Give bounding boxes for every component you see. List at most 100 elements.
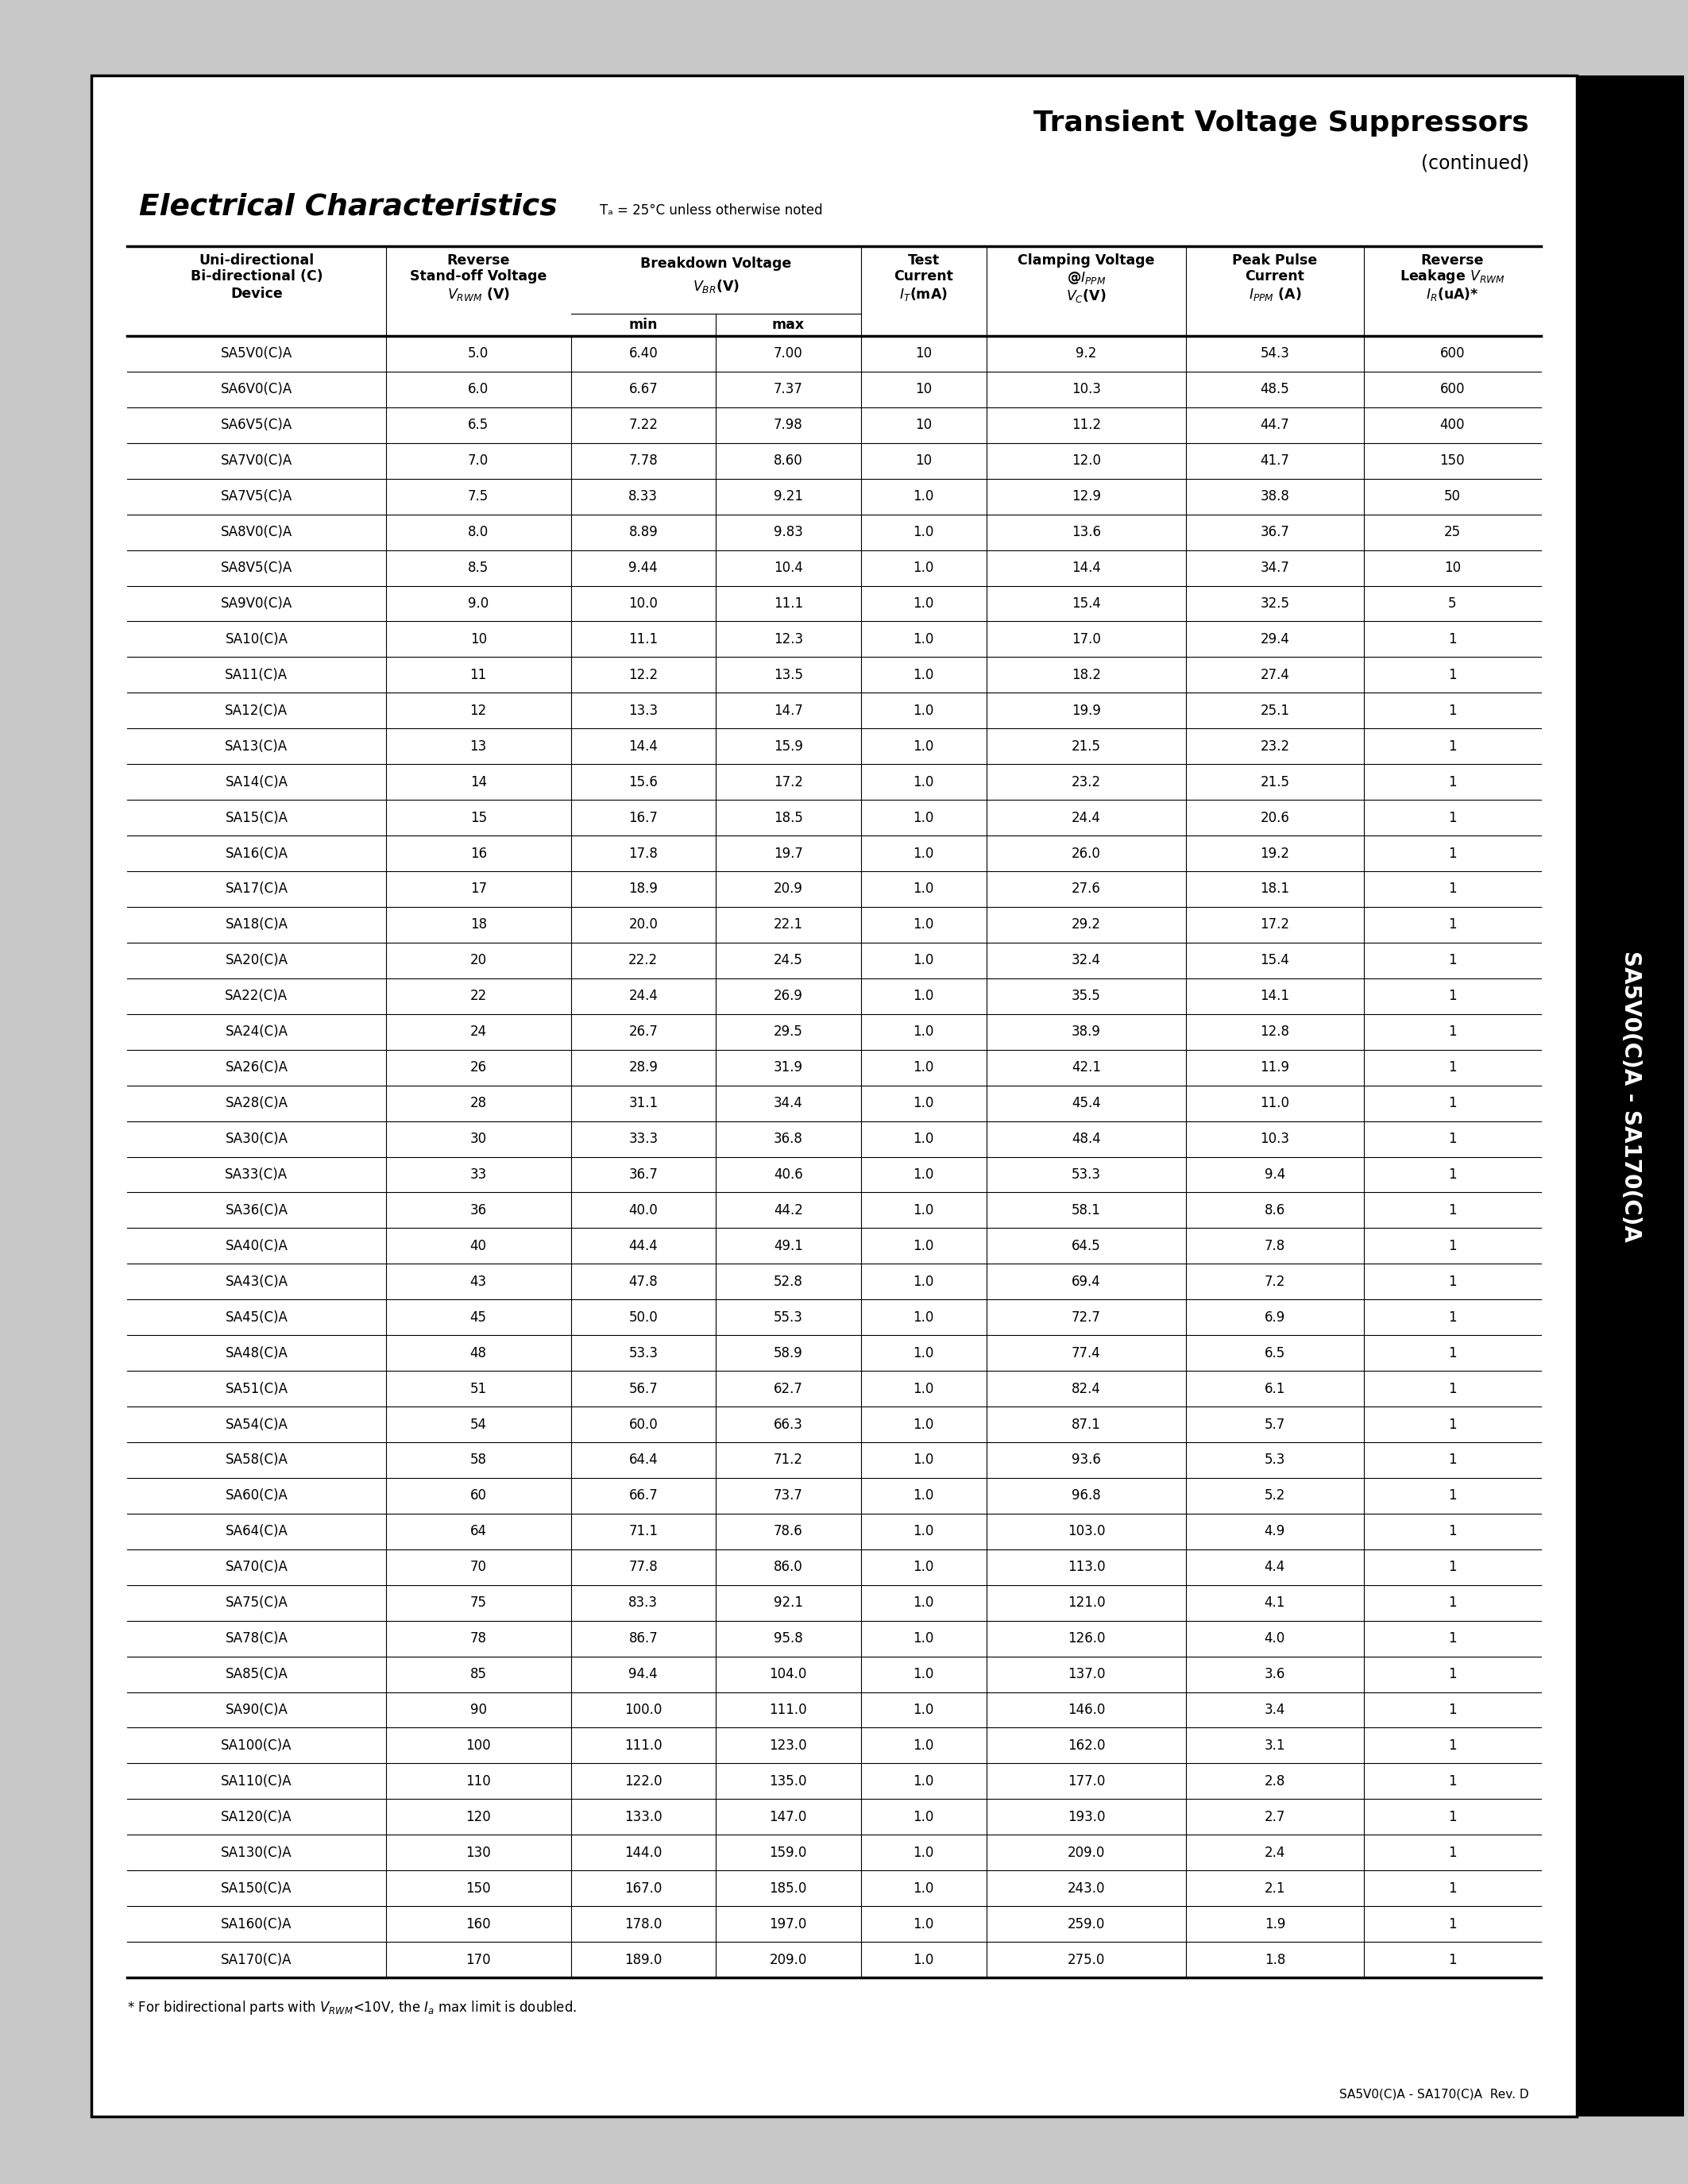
Text: 5: 5	[1448, 596, 1457, 612]
Text: 150: 150	[1440, 454, 1465, 467]
Text: SA150(C)A: SA150(C)A	[221, 1880, 292, 1896]
Text: 25: 25	[1443, 524, 1460, 539]
Text: 1.0: 1.0	[913, 1310, 933, 1324]
Text: 22.2: 22.2	[628, 952, 658, 968]
Text: SA130(C)A: SA130(C)A	[221, 1845, 292, 1861]
Text: 1.0: 1.0	[913, 1773, 933, 1789]
Text: 110: 110	[466, 1773, 491, 1789]
Text: 111.0: 111.0	[625, 1738, 662, 1754]
Text: 8.6: 8.6	[1264, 1203, 1285, 1216]
Text: 83.3: 83.3	[628, 1597, 658, 1610]
Text: 135.0: 135.0	[770, 1773, 807, 1789]
Text: 50.0: 50.0	[628, 1310, 658, 1324]
Text: 93.6: 93.6	[1072, 1452, 1101, 1468]
Text: 7.78: 7.78	[628, 454, 658, 467]
Text: 7.00: 7.00	[773, 347, 803, 360]
Text: 32.5: 32.5	[1261, 596, 1290, 612]
Text: Device: Device	[230, 286, 282, 301]
Text: 13.3: 13.3	[628, 703, 658, 719]
Text: 66.3: 66.3	[773, 1417, 803, 1431]
Text: 21.5: 21.5	[1261, 775, 1290, 788]
Text: 31.9: 31.9	[773, 1061, 803, 1075]
Text: SA30(C)A: SA30(C)A	[225, 1131, 289, 1147]
Text: 162.0: 162.0	[1067, 1738, 1106, 1754]
Text: 1: 1	[1448, 1524, 1457, 1538]
Text: 11.2: 11.2	[1072, 417, 1101, 432]
Text: Reverse: Reverse	[447, 253, 510, 269]
Text: 1: 1	[1448, 1489, 1457, 1503]
Text: 19.2: 19.2	[1261, 845, 1290, 860]
Text: 17.2: 17.2	[773, 775, 803, 788]
Text: 1: 1	[1448, 1061, 1457, 1075]
Text: SA90(C)A: SA90(C)A	[225, 1704, 289, 1717]
Text: 1.0: 1.0	[913, 952, 933, 968]
Text: 34.4: 34.4	[773, 1096, 803, 1109]
Text: SA100(C)A: SA100(C)A	[221, 1738, 292, 1754]
Text: 14.4: 14.4	[1072, 561, 1101, 574]
Text: 24: 24	[469, 1024, 486, 1040]
Text: 1.0: 1.0	[913, 989, 933, 1002]
Text: SA16(C)A: SA16(C)A	[225, 845, 289, 860]
Text: 6.67: 6.67	[628, 382, 658, 397]
Text: 73.7: 73.7	[773, 1489, 803, 1503]
Text: 24.5: 24.5	[773, 952, 803, 968]
Text: 25.1: 25.1	[1261, 703, 1290, 719]
Text: Bi-directional (C): Bi-directional (C)	[191, 269, 322, 284]
Text: 3.1: 3.1	[1264, 1738, 1285, 1754]
Text: 1: 1	[1448, 810, 1457, 826]
Text: 189.0: 189.0	[625, 1952, 662, 1968]
Text: 17.0: 17.0	[1072, 631, 1101, 646]
Text: SA11(C)A: SA11(C)A	[225, 668, 289, 681]
Text: 137.0: 137.0	[1067, 1666, 1106, 1682]
Text: 1: 1	[1448, 1024, 1457, 1040]
Text: SA26(C)A: SA26(C)A	[225, 1061, 289, 1075]
Text: 12.0: 12.0	[1072, 454, 1101, 467]
Text: 185.0: 185.0	[770, 1880, 807, 1896]
Text: SA64(C)A: SA64(C)A	[225, 1524, 289, 1538]
Text: 1.0: 1.0	[913, 1203, 933, 1216]
Text: 45.4: 45.4	[1072, 1096, 1101, 1109]
Text: 13.6: 13.6	[1072, 524, 1101, 539]
Text: 58: 58	[469, 1452, 486, 1468]
Text: 1.0: 1.0	[913, 1382, 933, 1396]
Text: 11.1: 11.1	[773, 596, 803, 612]
Text: 26: 26	[469, 1061, 486, 1075]
Text: 29.2: 29.2	[1072, 917, 1101, 933]
Text: SA110(C)A: SA110(C)A	[221, 1773, 292, 1789]
Text: 48: 48	[469, 1345, 486, 1361]
Text: 31.1: 31.1	[628, 1096, 658, 1109]
Text: 92.1: 92.1	[773, 1597, 803, 1610]
Text: SA28(C)A: SA28(C)A	[225, 1096, 289, 1109]
Text: 146.0: 146.0	[1067, 1704, 1106, 1717]
Text: 10: 10	[1443, 561, 1460, 574]
Text: min: min	[628, 317, 658, 332]
Text: 17.8: 17.8	[628, 845, 658, 860]
Text: 130: 130	[466, 1845, 491, 1861]
Text: SA6V0(C)A: SA6V0(C)A	[221, 382, 292, 397]
Text: 77.8: 77.8	[628, 1559, 658, 1575]
Text: 22.1: 22.1	[773, 917, 803, 933]
Text: Current: Current	[895, 269, 954, 284]
Text: 11.0: 11.0	[1261, 1096, 1290, 1109]
Text: 12: 12	[469, 703, 486, 719]
Text: 10: 10	[469, 631, 486, 646]
Text: 121.0: 121.0	[1067, 1597, 1106, 1610]
Text: 18.5: 18.5	[773, 810, 803, 826]
Text: 1: 1	[1448, 1631, 1457, 1645]
Text: 95.8: 95.8	[773, 1631, 803, 1645]
Text: 87.1: 87.1	[1072, 1417, 1101, 1431]
Text: 1: 1	[1448, 1275, 1457, 1289]
Text: 10.4: 10.4	[773, 561, 803, 574]
Text: 32.4: 32.4	[1072, 952, 1101, 968]
Text: 7.8: 7.8	[1264, 1238, 1285, 1254]
Text: 3.6: 3.6	[1264, 1666, 1285, 1682]
Text: 42.1: 42.1	[1072, 1061, 1101, 1075]
Text: 1.0: 1.0	[913, 1845, 933, 1861]
Text: SA14(C)A: SA14(C)A	[225, 775, 289, 788]
Text: 1.9: 1.9	[1264, 1918, 1285, 1931]
Text: 72.7: 72.7	[1072, 1310, 1101, 1324]
Text: Transient Voltage Suppressors: Transient Voltage Suppressors	[1033, 109, 1529, 138]
Text: $I_{PPM}$ (A): $I_{PPM}$ (A)	[1249, 286, 1301, 301]
Text: 24.4: 24.4	[1072, 810, 1101, 826]
Text: 27.6: 27.6	[1072, 882, 1101, 895]
